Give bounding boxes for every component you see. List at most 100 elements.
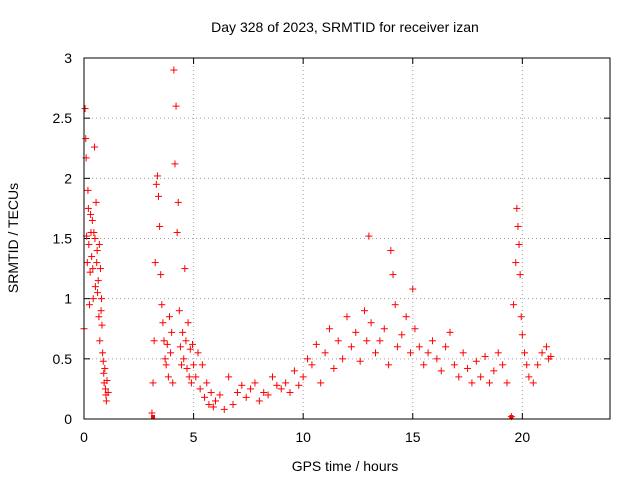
data-point xyxy=(88,216,96,224)
data-point xyxy=(499,361,507,369)
data-point xyxy=(157,271,165,279)
data-point xyxy=(104,389,112,397)
data-point xyxy=(181,265,189,273)
data-point xyxy=(220,405,228,413)
y-tick-label: 3 xyxy=(64,50,72,66)
data-point xyxy=(91,143,99,151)
data-point xyxy=(86,268,94,276)
data-point xyxy=(233,389,241,397)
data-point xyxy=(455,373,463,381)
data-point xyxy=(391,301,399,309)
data-point xyxy=(91,235,99,242)
data-point xyxy=(84,186,92,194)
data-point xyxy=(268,373,276,381)
data-point xyxy=(84,204,92,212)
data-point xyxy=(101,385,109,393)
data-point xyxy=(517,313,525,321)
y-tick-label: 1.5 xyxy=(53,231,73,247)
data-point xyxy=(95,241,103,249)
data-point xyxy=(165,313,173,321)
data-point xyxy=(103,376,111,384)
data-point xyxy=(176,343,184,351)
data-point xyxy=(162,361,170,369)
data-point xyxy=(89,265,97,273)
data-point xyxy=(330,364,338,372)
data-point xyxy=(150,337,158,345)
data-point xyxy=(513,204,521,212)
data-point xyxy=(485,379,493,387)
data-point xyxy=(273,381,281,389)
data-point xyxy=(94,277,102,285)
data-point xyxy=(371,349,379,357)
data-point xyxy=(367,319,375,327)
data-point xyxy=(361,307,369,315)
data-point xyxy=(494,349,502,357)
data-point xyxy=(155,192,163,200)
data-point xyxy=(282,379,290,387)
data-point xyxy=(304,355,312,363)
data-point xyxy=(159,319,167,327)
plot-frame xyxy=(83,57,611,420)
data-point xyxy=(168,328,176,336)
data-point xyxy=(242,393,250,401)
data-point xyxy=(352,328,360,336)
data-point xyxy=(89,295,97,303)
data-point xyxy=(376,337,384,345)
y-tick-label: 0 xyxy=(64,411,72,427)
data-point xyxy=(251,379,259,387)
data-point xyxy=(174,198,182,206)
data-point xyxy=(225,373,233,381)
data-point xyxy=(192,373,200,381)
data-point xyxy=(173,228,181,236)
x-tick-label: 15 xyxy=(405,429,421,445)
data-point xyxy=(98,321,106,329)
data-point xyxy=(164,373,172,381)
data-point xyxy=(198,361,206,369)
data-point xyxy=(88,253,96,261)
x-axis-title: GPS time / hours xyxy=(292,458,399,474)
data-point xyxy=(172,102,180,110)
data-point xyxy=(542,343,550,351)
data-point xyxy=(98,295,106,303)
data-point xyxy=(184,319,192,327)
data-point xyxy=(295,381,303,389)
data-point xyxy=(83,259,91,267)
data-point xyxy=(180,355,188,363)
data-point xyxy=(183,364,191,372)
data-point xyxy=(385,361,393,369)
data-point xyxy=(212,397,219,405)
data-point xyxy=(149,379,157,387)
data-point xyxy=(170,66,178,74)
data-point xyxy=(521,349,529,357)
data-point xyxy=(420,361,428,369)
x-tick-label: 20 xyxy=(515,429,531,445)
data-point xyxy=(255,397,263,405)
data-point xyxy=(93,247,101,255)
data-point xyxy=(160,337,168,345)
data-point xyxy=(99,349,107,357)
data-point xyxy=(175,307,183,315)
data-point xyxy=(96,337,104,345)
data-point xyxy=(459,349,467,357)
data-point xyxy=(203,379,211,387)
data-point xyxy=(100,369,108,377)
data-point xyxy=(81,105,89,113)
data-point xyxy=(317,379,325,387)
data-point xyxy=(407,349,415,357)
data-point xyxy=(343,313,351,321)
data-point xyxy=(515,241,523,249)
data-point xyxy=(186,345,194,353)
data-point xyxy=(529,379,537,387)
data-point xyxy=(85,241,93,249)
data-point xyxy=(209,403,217,411)
data-point xyxy=(512,259,520,267)
data-point xyxy=(216,391,224,399)
data-point xyxy=(187,379,195,387)
data-point xyxy=(321,349,329,357)
data-point xyxy=(411,325,419,333)
data-point xyxy=(90,228,98,236)
data-point xyxy=(477,373,485,381)
data-point xyxy=(308,361,316,369)
